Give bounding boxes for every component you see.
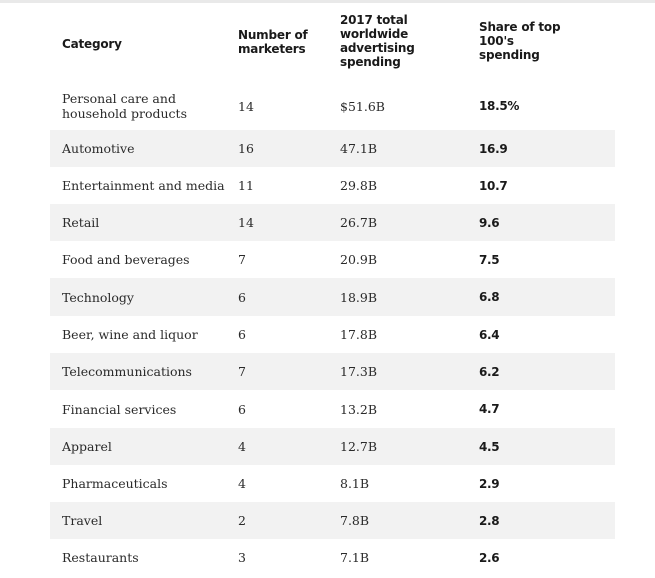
cell-category-line: Retail bbox=[62, 215, 100, 230]
cell-category-line: Technology bbox=[62, 289, 134, 305]
cell-spending: 20.9B bbox=[340, 252, 378, 267]
cell-share: 6.4 bbox=[479, 327, 500, 342]
cell-spending: 26.7B bbox=[340, 215, 378, 230]
cell-marketers: 7 bbox=[238, 364, 246, 379]
table-row: Beer, wine and liquor 6 17.8B 6.4 bbox=[50, 316, 615, 353]
cell-category: Financial services bbox=[50, 402, 238, 417]
cell-category: Personal care and household products bbox=[50, 91, 238, 121]
cell-share: 7.5 bbox=[479, 252, 500, 267]
table-row: Restaurants 3 7.1B 2.6 bbox=[50, 539, 615, 576]
cell-share: 2.6 bbox=[479, 550, 500, 565]
header-marketers-line-2: marketers bbox=[238, 42, 306, 56]
table-body: Personal care and household products 14 $51… bbox=[50, 82, 615, 576]
cell-category-line: Financial services bbox=[62, 401, 177, 417]
table-row: Pharmaceuticals 4 8.1B 2.9 bbox=[50, 465, 615, 502]
table-row: Retail 14 26.7B 9.6 bbox=[50, 204, 615, 241]
cell-spending: 7.8B bbox=[340, 513, 370, 528]
cell-share: 2.8 bbox=[479, 513, 500, 528]
cell-category-line: Apparel bbox=[62, 439, 112, 454]
cell-spending: 13.2B bbox=[340, 401, 378, 417]
cell-category: Entertainment and media bbox=[50, 178, 238, 193]
cell-spending: 7.1B bbox=[340, 550, 370, 565]
cell-marketers: 3 bbox=[238, 550, 246, 565]
cell-spending: 47.1B bbox=[340, 141, 378, 156]
header-spending-line-1: 2017 total bbox=[340, 13, 408, 27]
header-share: Share of top 100's spending bbox=[479, 8, 615, 82]
header-share-line-2: 100's bbox=[479, 34, 514, 48]
cell-share: 4.7 bbox=[479, 402, 500, 416]
header-spending-line-2: worldwide bbox=[340, 27, 409, 41]
cell-spending: 18.9B bbox=[340, 289, 378, 305]
cell-share: 10.7 bbox=[479, 178, 508, 193]
header-spending-line-3: advertising bbox=[340, 41, 415, 55]
cell-share: 4.5 bbox=[479, 439, 500, 454]
cell-category-line: Restaurants bbox=[62, 550, 139, 565]
cell-share: 9.6 bbox=[479, 215, 500, 230]
cell-category-line: Telecommunications bbox=[62, 364, 192, 379]
cell-marketers: 6 bbox=[238, 327, 246, 342]
header-share-line-1: Share of top bbox=[479, 20, 561, 34]
cell-share: 18.5% bbox=[479, 99, 520, 113]
header-marketers: Number of marketers bbox=[238, 8, 340, 82]
cell-share: 6.8 bbox=[479, 290, 500, 304]
cell-category-line: Pharmaceuticals bbox=[62, 476, 168, 491]
cell-category: Food and beverages bbox=[50, 252, 238, 267]
cell-category: Restaurants bbox=[50, 550, 238, 565]
cell-category: Travel bbox=[50, 513, 238, 528]
cell-category-line: household products bbox=[62, 106, 187, 121]
cell-spending: 17.8B bbox=[340, 327, 378, 342]
ad-spending-table: Category Number of marketers 2017 total … bbox=[50, 8, 615, 576]
table-row: Travel 2 7.8B 2.8 bbox=[50, 502, 615, 539]
table-row: Entertainment and media 11 29.8B 10.7 bbox=[50, 167, 615, 204]
cell-category-line: Personal care and bbox=[62, 91, 176, 106]
top-divider bbox=[0, 0, 655, 3]
table-row: Financial services 6 13.2B 4.7 bbox=[50, 390, 615, 428]
table-row: Automotive 16 47.1B 16.9 bbox=[50, 130, 615, 167]
cell-category: Technology bbox=[50, 290, 238, 305]
cell-spending: $51.6B bbox=[340, 98, 385, 114]
header-category-label: Category bbox=[62, 37, 122, 51]
cell-marketers: 4 bbox=[238, 476, 246, 491]
cell-marketers: 16 bbox=[238, 141, 254, 156]
cell-share: 6.2 bbox=[479, 364, 500, 379]
header-spending: 2017 total worldwide advertising spendin… bbox=[340, 8, 479, 82]
table-row: Technology 6 18.9B 6.8 bbox=[50, 278, 615, 316]
cell-marketers: 7 bbox=[238, 252, 246, 267]
cell-marketers: 6 bbox=[238, 401, 246, 417]
table-row: Apparel 4 12.7B 4.5 bbox=[50, 428, 615, 465]
cell-marketers: 2 bbox=[238, 513, 246, 528]
cell-marketers: 11 bbox=[238, 178, 254, 193]
cell-category-line: Beer, wine and liquor bbox=[62, 327, 198, 342]
header-spending-line-4: spending bbox=[340, 55, 401, 69]
cell-marketers: 6 bbox=[238, 289, 246, 305]
table-row: Food and beverages 7 20.9B 7.5 bbox=[50, 241, 615, 278]
cell-spending: 17.3B bbox=[340, 364, 378, 379]
cell-spending: 12.7B bbox=[340, 439, 378, 454]
cell-marketers: 4 bbox=[238, 439, 246, 454]
cell-category-line: Automotive bbox=[62, 141, 135, 156]
cell-marketers: 14 bbox=[238, 98, 254, 114]
table-header: Category Number of marketers 2017 total … bbox=[50, 8, 615, 82]
cell-spending: 8.1B bbox=[340, 476, 370, 491]
cell-category-line: Food and beverages bbox=[62, 252, 190, 267]
cell-category: Pharmaceuticals bbox=[50, 476, 238, 491]
cell-share: 16.9 bbox=[479, 141, 508, 156]
cell-category: Automotive bbox=[50, 141, 238, 156]
cell-share: 2.9 bbox=[479, 476, 500, 491]
cell-category: Beer, wine and liquor bbox=[50, 327, 238, 342]
header-category: Category bbox=[50, 8, 238, 82]
cell-category: Apparel bbox=[50, 439, 238, 454]
cell-category: Retail bbox=[50, 215, 238, 230]
header-share-line-3: spending bbox=[479, 48, 540, 62]
cell-category-line: Travel bbox=[62, 513, 103, 528]
cell-category: Telecommunications bbox=[50, 364, 238, 379]
header-marketers-line-1: Number of bbox=[238, 28, 308, 42]
table-row: Personal care and household products 14 $51… bbox=[50, 82, 615, 130]
cell-marketers: 14 bbox=[238, 215, 254, 230]
cell-spending: 29.8B bbox=[340, 178, 378, 193]
cell-category-line: Entertainment and media bbox=[62, 178, 225, 193]
table-row: Telecommunications 7 17.3B 6.2 bbox=[50, 353, 615, 390]
